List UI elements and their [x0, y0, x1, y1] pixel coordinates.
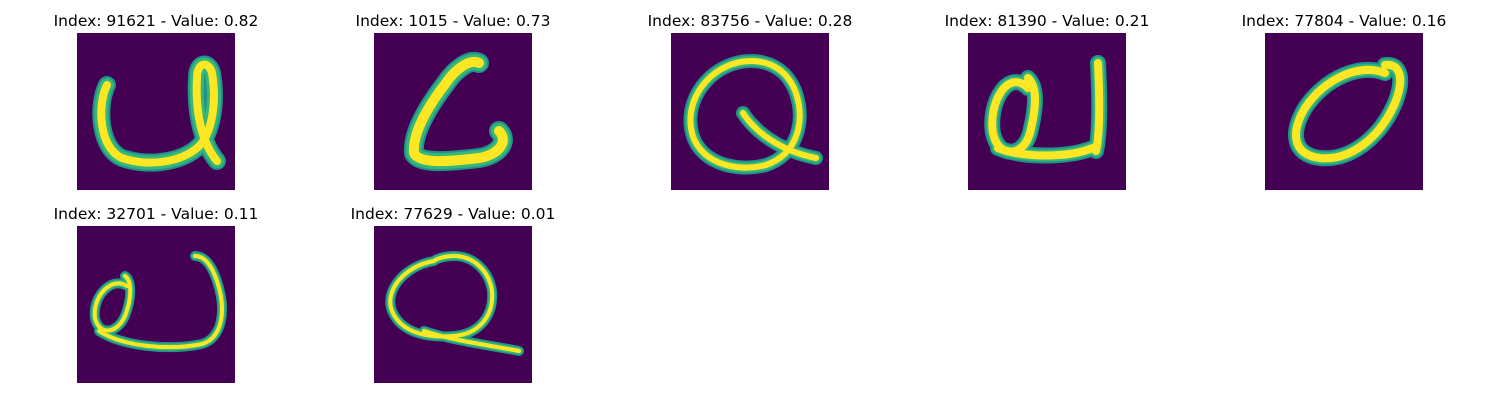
- panel-title: Index: 91621 - Value: 0.82: [53, 12, 259, 30]
- handwritten-glyph-image: [968, 33, 1126, 190]
- sample-panel: Index: 1015 - Value: 0.73: [356, 12, 550, 190]
- sample-panel: Index: 77804 - Value: 0.16: [1242, 12, 1446, 190]
- panel-title: Index: 32701 - Value: 0.11: [53, 205, 259, 223]
- sample-panel: Index: 91621 - Value: 0.82: [54, 12, 258, 190]
- panel-title: Index: 1015 - Value: 0.73: [355, 12, 551, 30]
- sample-panel: Index: 32701 - Value: 0.11: [54, 205, 258, 383]
- panel-title: Index: 81390 - Value: 0.21: [944, 12, 1150, 30]
- handwritten-glyph-image: [374, 33, 532, 190]
- sample-panel: Index: 83756 - Value: 0.28: [648, 12, 852, 190]
- handwritten-glyph-image: [374, 226, 532, 383]
- panel-title: Index: 77804 - Value: 0.16: [1241, 12, 1447, 30]
- panel-title: Index: 83756 - Value: 0.28: [647, 12, 853, 30]
- handwritten-glyph-image: [77, 33, 235, 190]
- sample-panel: Index: 81390 - Value: 0.21: [945, 12, 1149, 190]
- handwritten-glyph-image: [77, 226, 235, 383]
- handwritten-glyph-image: [671, 33, 829, 190]
- handwritten-glyph-image: [1265, 33, 1423, 190]
- sample-panel: Index: 77629 - Value: 0.01: [351, 205, 555, 383]
- panel-title: Index: 77629 - Value: 0.01: [350, 205, 556, 223]
